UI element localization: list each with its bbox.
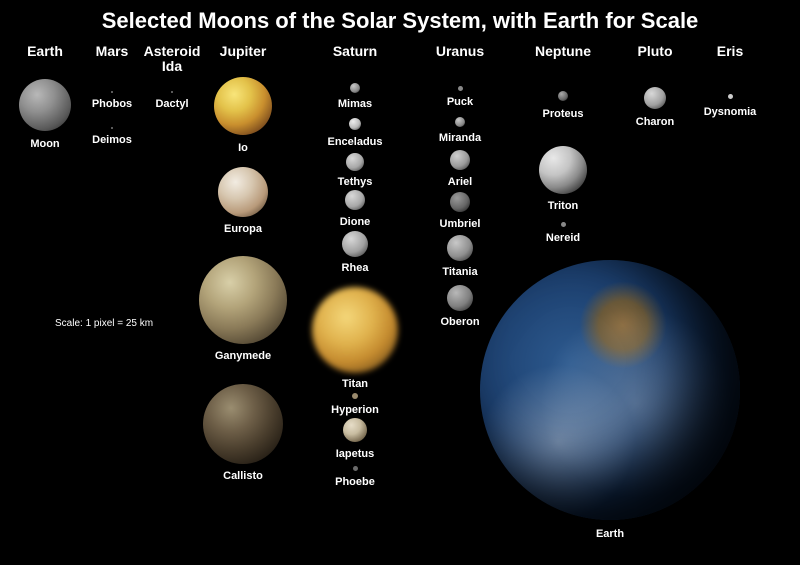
moon-label: Tethys (295, 176, 415, 188)
moon-label: Titan (295, 378, 415, 390)
column-label: Uranus (410, 44, 510, 59)
column-label: Saturn (305, 44, 405, 59)
moon-body (455, 117, 465, 127)
moon-label: Oberon (400, 316, 520, 328)
moon-label: Io (183, 142, 303, 154)
moon-label: Rhea (295, 262, 415, 274)
moon-label: Hyperion (295, 404, 415, 416)
moon-body (346, 153, 364, 171)
moon-body (450, 192, 470, 212)
moon-body (450, 150, 470, 170)
moon-body (447, 235, 473, 261)
moon-label: Nereid (503, 232, 623, 244)
moon-body (349, 118, 361, 130)
moon-label: Triton (503, 200, 623, 212)
earth-body (480, 260, 740, 520)
moon-body (539, 146, 587, 194)
moon-body (312, 287, 398, 373)
moon-label: Enceladus (295, 136, 415, 148)
moon-body (218, 167, 268, 217)
moon-body (342, 231, 368, 257)
moon-label: Umbriel (400, 218, 520, 230)
moon-body (203, 384, 283, 464)
moon-body (561, 222, 566, 227)
moon-label: Miranda (400, 132, 520, 144)
moon-body (350, 83, 360, 93)
moon-body (644, 87, 666, 109)
moon-label: Iapetus (295, 448, 415, 460)
moon-label: Ariel (400, 176, 520, 188)
scale-note: Scale: 1 pixel = 25 km (55, 318, 153, 329)
column-label: Neptune (513, 44, 613, 59)
moon-label: Dysnomia (670, 106, 790, 118)
moon-label: Mimas (295, 98, 415, 110)
moon-body (558, 91, 568, 101)
moon-body (214, 77, 272, 135)
moon-body (111, 127, 113, 129)
moon-label: Ganymede (183, 350, 303, 362)
diagram-stage: { "type": "infographic", "canvas": { "wi… (0, 0, 800, 565)
moon-body (447, 285, 473, 311)
column-label: Jupiter (193, 44, 293, 59)
main-title: Selected Moons of the Solar System, with… (0, 8, 800, 34)
moon-body (199, 256, 287, 344)
earth-label: Earth (550, 528, 670, 540)
moon-body (345, 190, 365, 210)
moon-body (343, 418, 367, 442)
moon-label: Deimos (52, 134, 172, 146)
moon-label: Callisto (183, 470, 303, 482)
moon-body (728, 94, 733, 99)
moon-label: Titania (400, 266, 520, 278)
moon-label: Europa (183, 223, 303, 235)
moon-body (352, 393, 358, 399)
moon-label: Phoebe (295, 476, 415, 488)
moon-body (111, 91, 113, 93)
moon-body (171, 91, 173, 93)
moon-body (353, 466, 358, 471)
moon-label: Dione (295, 216, 415, 228)
moon-label: Puck (400, 96, 520, 108)
column-label: Eris (680, 44, 780, 59)
moon-body (458, 86, 463, 91)
